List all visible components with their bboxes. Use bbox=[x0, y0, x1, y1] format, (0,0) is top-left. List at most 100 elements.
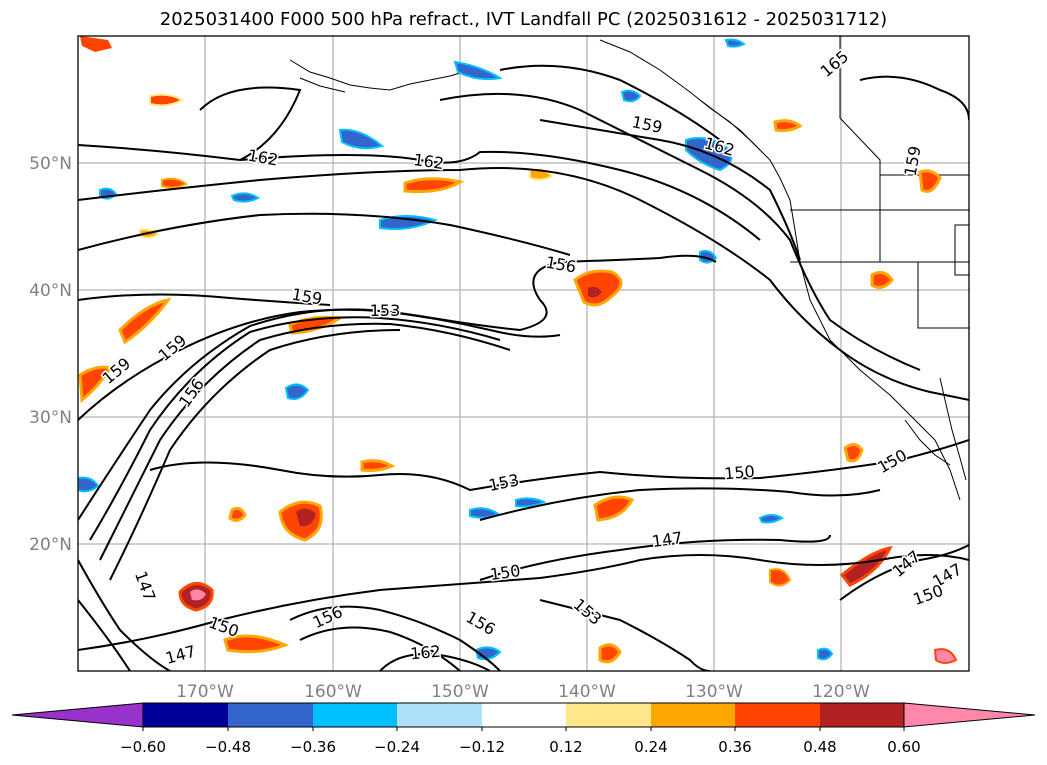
positive-anomaly-patch bbox=[296, 508, 316, 527]
colorbar: −0.60 −0.48 −0.36 −0.24 −0.12 0.12 0.24 0.36 0.4… bbox=[11, 702, 1036, 756]
contour-line bbox=[499, 64, 721, 141]
colorbar-tick-label: −0.36 bbox=[290, 738, 336, 756]
positive-anomaly-patch bbox=[78, 365, 113, 404]
colorbar-outline bbox=[142, 702, 905, 728]
colorbar-segment bbox=[651, 703, 735, 727]
contour-line bbox=[78, 554, 969, 651]
positive-anomaly-patch bbox=[573, 269, 623, 307]
contour-line bbox=[78, 559, 171, 671]
colorbar-tick-label: −0.12 bbox=[459, 738, 505, 756]
negative-anomaly-patch bbox=[515, 497, 547, 508]
colorbar-extend-max bbox=[903, 702, 1036, 728]
positive-anomaly-patch bbox=[593, 495, 635, 522]
colorbar-tick-label: 0.48 bbox=[803, 738, 836, 756]
contour-line bbox=[439, 92, 921, 371]
positive-anomaly-patch bbox=[228, 506, 247, 522]
negative-anomaly-patch bbox=[469, 507, 500, 519]
contour-line bbox=[78, 254, 717, 421]
negative-anomaly-patch bbox=[230, 192, 260, 203]
contour-label: 153 bbox=[370, 301, 401, 320]
contour-line bbox=[479, 534, 831, 581]
positive-anomaly-patch bbox=[769, 568, 792, 587]
positive-anomaly-patch bbox=[223, 634, 289, 654]
contour-line bbox=[78, 308, 561, 521]
positive-anomaly-patch bbox=[161, 177, 188, 189]
positive-anomaly-patch bbox=[598, 643, 622, 664]
colorbar-segment bbox=[566, 703, 651, 727]
contour-line bbox=[78, 293, 331, 306]
negative-anomaly-patch bbox=[338, 128, 385, 150]
latitude-label: 50°N bbox=[29, 154, 72, 174]
colorbar-segment bbox=[228, 703, 313, 727]
positive-anomaly-patch bbox=[773, 119, 803, 132]
colorbar-segment bbox=[397, 703, 482, 727]
contour-line bbox=[299, 626, 461, 671]
colorbar-extend-min bbox=[11, 702, 144, 728]
longitude-label: 140°W bbox=[558, 682, 616, 702]
colorbar-tick-label: −0.48 bbox=[205, 738, 251, 756]
plot-title: 2025031400 F000 500 hPa refract., IVT La… bbox=[159, 9, 888, 30]
negative-anomaly-patch bbox=[620, 89, 642, 103]
positive-anomaly-patch bbox=[118, 297, 172, 345]
negative-anomaly-patch bbox=[453, 60, 503, 81]
positive-anomaly-patch bbox=[190, 589, 206, 601]
contour-line bbox=[479, 487, 881, 521]
positive-anomaly-patch bbox=[918, 169, 942, 193]
anomaly-fill-patches bbox=[78, 36, 958, 664]
colorbar-tick-label: −0.60 bbox=[120, 738, 166, 756]
contour-line bbox=[839, 544, 969, 601]
contour-label: 162 bbox=[409, 642, 441, 664]
gridlines bbox=[78, 36, 969, 671]
contour-label: 147 bbox=[651, 528, 684, 551]
negative-anomaly-patch bbox=[284, 383, 310, 400]
colorbar-tick-label: 0.12 bbox=[549, 738, 582, 756]
contour-line bbox=[199, 86, 761, 241]
colorbar-segment bbox=[482, 703, 566, 727]
longitude-label: 150°W bbox=[431, 682, 489, 702]
longitude-label: 120°W bbox=[812, 682, 870, 702]
negative-anomaly-patch bbox=[817, 647, 834, 661]
contour-line bbox=[859, 75, 969, 121]
longitude-label: 130°W bbox=[685, 682, 743, 702]
latitude-labels: 50°N 40°N 30°N 20°N bbox=[29, 154, 72, 555]
colorbar-tick-label: 0.24 bbox=[634, 738, 667, 756]
positive-anomaly-patch bbox=[80, 36, 112, 52]
contour-line bbox=[78, 599, 131, 671]
positive-anomaly-patch bbox=[843, 443, 864, 463]
contour-line bbox=[78, 212, 571, 256]
latitude-label: 30°N bbox=[29, 408, 72, 428]
contour-line bbox=[89, 316, 501, 541]
contour-line bbox=[149, 439, 969, 492]
contour-line bbox=[78, 144, 241, 161]
map-frame-background bbox=[78, 36, 969, 671]
negative-anomaly-patch bbox=[724, 38, 746, 48]
contour-line bbox=[379, 653, 491, 671]
positive-anomaly-patch bbox=[933, 648, 958, 664]
longitude-label: 170°W bbox=[176, 682, 234, 702]
negative-anomaly-patch bbox=[78, 476, 100, 493]
coastlines bbox=[289, 36, 969, 501]
negative-anomaly-patch bbox=[758, 514, 784, 524]
contour-line bbox=[289, 605, 501, 671]
positive-anomaly-patch bbox=[360, 459, 396, 472]
negative-anomaly-patch bbox=[379, 215, 438, 230]
latitude-label: 20°N bbox=[29, 535, 72, 555]
colorbar-segment bbox=[143, 703, 228, 727]
colorbar-segment bbox=[313, 703, 397, 727]
colorbar-segment bbox=[820, 703, 904, 727]
contour-line bbox=[109, 329, 401, 581]
colorbar-segment bbox=[735, 703, 820, 727]
positive-anomaly-patch bbox=[870, 270, 894, 290]
longitude-label: 160°W bbox=[304, 682, 362, 702]
contour-line bbox=[539, 119, 801, 261]
positive-anomaly-patch bbox=[588, 286, 602, 298]
height-contours bbox=[78, 64, 969, 671]
latitude-label: 40°N bbox=[29, 281, 72, 301]
contour-line bbox=[99, 322, 511, 561]
contour-line bbox=[539, 599, 711, 671]
positive-anomaly-patch bbox=[149, 93, 185, 107]
colorbar-tick-label: −0.24 bbox=[374, 738, 420, 756]
map-border bbox=[77, 35, 970, 672]
longitude-labels: 170°W 160°W 150°W 140°W 130°W 120°W bbox=[176, 682, 870, 702]
colorbar-tick-label: 0.36 bbox=[718, 738, 751, 756]
